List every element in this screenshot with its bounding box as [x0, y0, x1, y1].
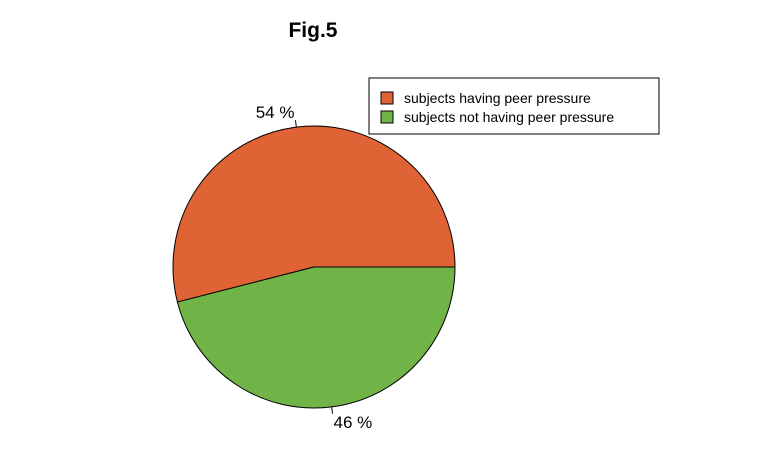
- pie-label-1: 54 %: [256, 103, 295, 122]
- pie-slices: [172, 125, 456, 409]
- chart-title: Fig.5: [288, 19, 337, 42]
- pie-label-tick-2: [331, 406, 334, 414]
- legend-swatch-2: [380, 110, 394, 124]
- pie-label-2: 46 %: [334, 413, 373, 432]
- legend-box: [368, 77, 660, 135]
- pie-slice-1: [172, 125, 456, 303]
- legend-label-2: subjects not having peer pressure: [404, 109, 614, 125]
- legend-label-1: subjects having peer pressure: [404, 90, 591, 106]
- legend: subjects having peer pressure subjects no…: [368, 77, 660, 135]
- legend-swatch-1: [380, 91, 394, 105]
- pie-label-tick-1: [294, 120, 297, 128]
- pie-labels: 54 % 46 %: [256, 103, 373, 432]
